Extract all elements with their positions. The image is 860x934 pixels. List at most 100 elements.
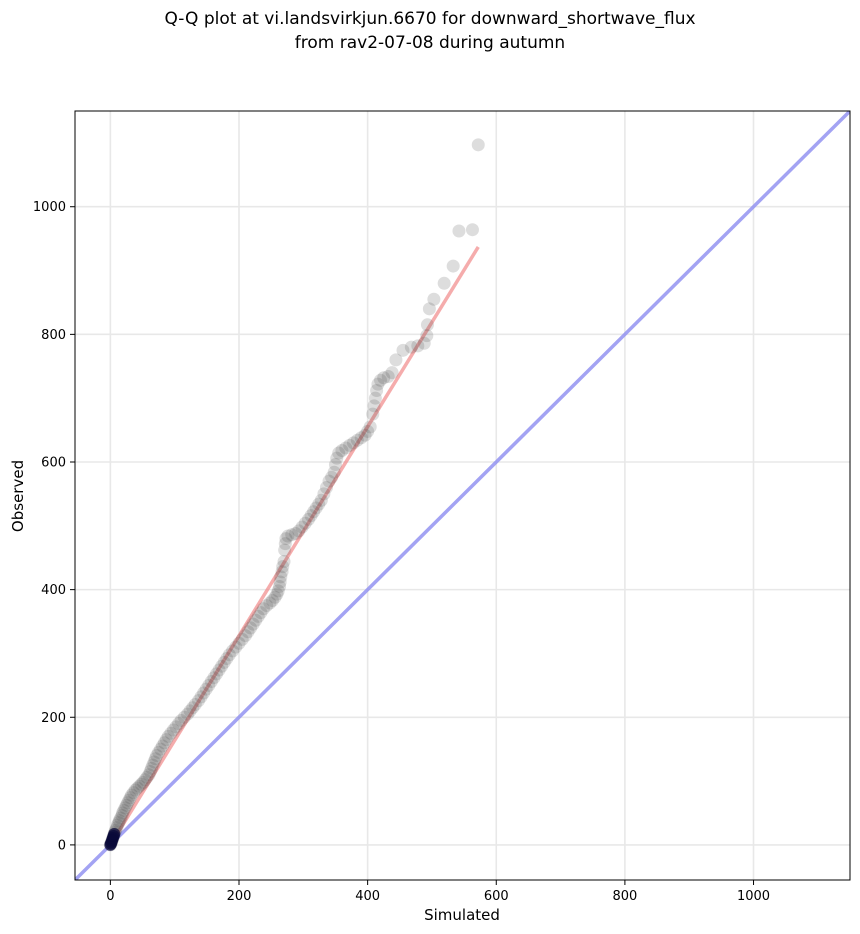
qq-point (292, 524, 306, 538)
qq-point (177, 710, 191, 724)
qq-point (246, 617, 260, 631)
qq-point (130, 781, 144, 795)
x-tick-label: 600 (484, 889, 509, 904)
qq-point (147, 755, 161, 769)
qq-point (273, 579, 287, 593)
qq-point (226, 644, 240, 658)
qq-point (215, 659, 229, 673)
qq-point (138, 773, 152, 787)
qq-point (241, 625, 255, 639)
qq-point (222, 648, 236, 662)
qq-point (204, 675, 218, 689)
qq-point (157, 736, 171, 750)
qq-point (330, 451, 344, 465)
qq-point (136, 775, 150, 789)
qq-point (270, 587, 284, 601)
qq-point (367, 399, 381, 413)
data-points (103, 138, 485, 852)
chart-title-line-1: Q-Q plot at vi.landsvirkjun.6670 for dow… (164, 9, 696, 29)
qq-point (186, 701, 200, 715)
y-tick-label: 800 (41, 328, 66, 343)
qq-point (232, 636, 246, 650)
x-tick-label: 800 (612, 889, 637, 904)
qq-point (191, 694, 205, 708)
qq-point (148, 752, 162, 766)
x-axis-label: Simulated (424, 906, 500, 924)
qq-point (373, 373, 387, 387)
qq-point (307, 505, 321, 519)
x-tick-label: 0 (106, 889, 114, 904)
qq-point (159, 733, 173, 747)
qq-point (202, 678, 216, 692)
qq-point (295, 520, 309, 534)
qq-point (377, 371, 391, 385)
qq-point (263, 596, 277, 610)
qq-point (276, 560, 290, 574)
qq-point (273, 575, 287, 589)
qq-point (427, 292, 441, 306)
qq-point (312, 497, 326, 511)
qq-point (183, 704, 197, 718)
qq-point (143, 765, 157, 779)
qq-point (112, 816, 126, 830)
qq-point (420, 329, 434, 343)
qq-point (119, 798, 133, 812)
qq-point (145, 761, 159, 775)
qq-point (140, 770, 154, 784)
qq-point (134, 777, 148, 791)
qq-point (325, 470, 339, 484)
x-tick-label: 200 (227, 889, 252, 904)
qq-point (322, 474, 336, 488)
qq-point (275, 565, 289, 579)
qq-point (404, 340, 418, 354)
qq-point (301, 512, 315, 526)
qq-point (371, 377, 385, 391)
grid-lines (75, 111, 850, 880)
qq-point (420, 318, 434, 332)
y-tick-label: 0 (58, 838, 66, 853)
qq-point (332, 446, 346, 460)
reference-lines (75, 111, 850, 880)
qq-point (417, 336, 431, 350)
qq-point (152, 745, 166, 759)
qq-point (317, 487, 331, 501)
qq-point (277, 555, 291, 569)
qq-point (339, 441, 353, 455)
qq-point (161, 729, 175, 743)
qq-point (244, 621, 258, 635)
y-axis-ticks: 0 200 400 600 800 1000 (33, 200, 75, 853)
qq-point (154, 742, 168, 756)
qq-point (328, 458, 342, 472)
qq-point-dense (108, 828, 121, 841)
qq-point (304, 509, 318, 523)
identity-line (75, 111, 850, 880)
y-axis-label: Observed (9, 460, 27, 532)
qq-point (396, 343, 410, 357)
qq-point (207, 671, 221, 685)
qq-point (366, 407, 380, 421)
qq-point (285, 528, 299, 542)
qq-point (125, 788, 139, 802)
qq-point (116, 806, 130, 820)
qq-point (127, 786, 141, 800)
chart-title-line-2: from rav2-07-08 during autumn (294, 33, 566, 53)
qq-point (368, 391, 382, 405)
qq-point (251, 609, 265, 623)
qq-point (115, 809, 129, 823)
qq-point (370, 384, 384, 398)
qq-point (123, 791, 137, 805)
y-tick-label: 400 (41, 583, 66, 598)
fit-line (108, 246, 480, 846)
qq-point (309, 501, 323, 515)
qq-point (471, 138, 485, 152)
qq-point (209, 667, 223, 681)
qq-point (256, 602, 270, 616)
qq-point (385, 366, 399, 380)
qq-point (271, 584, 285, 598)
qq-point (121, 796, 135, 810)
qq-point (217, 655, 231, 669)
qq-point (343, 438, 357, 452)
qq-point (155, 739, 169, 753)
